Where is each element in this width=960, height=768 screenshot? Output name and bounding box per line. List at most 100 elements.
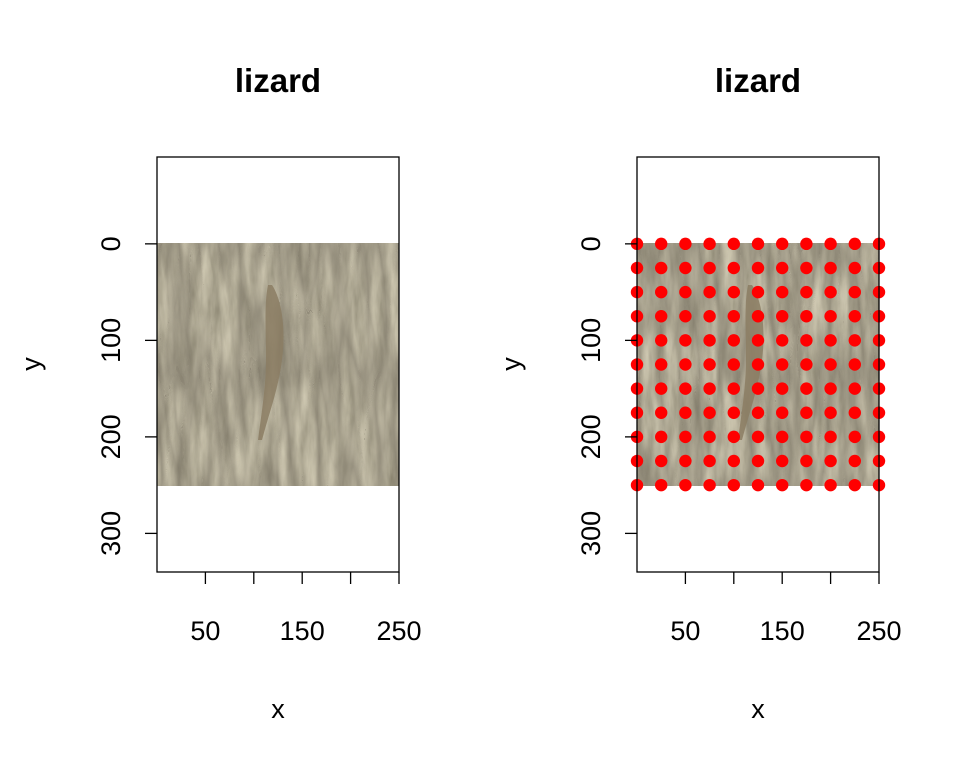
y-axis-label: y [16, 357, 46, 371]
point [655, 261, 668, 275]
x-axis-label: x [271, 694, 285, 724]
point [776, 261, 789, 275]
x-axis-label: x [751, 694, 765, 724]
point [824, 454, 837, 468]
y-tick-label: 200 [96, 414, 126, 459]
point [800, 285, 813, 299]
point [776, 310, 789, 323]
y-tick-label: 300 [576, 511, 606, 556]
point [824, 382, 837, 395]
point [679, 430, 692, 444]
point [776, 237, 789, 251]
point [848, 285, 861, 299]
point [824, 310, 837, 323]
y-axis: 0 100 200 300 [96, 236, 157, 556]
point [776, 382, 789, 395]
point [727, 310, 740, 323]
chart-title: lizard [235, 62, 321, 99]
point [655, 237, 668, 251]
point [727, 430, 740, 444]
point [824, 358, 837, 371]
point [800, 310, 813, 323]
lizard-image [157, 243, 399, 486]
point [800, 430, 813, 444]
point [679, 358, 692, 371]
point [703, 261, 716, 275]
point [727, 382, 740, 395]
point [848, 358, 861, 371]
point [824, 237, 837, 251]
point [824, 285, 837, 299]
point [703, 237, 716, 251]
point [848, 454, 861, 468]
point [776, 430, 789, 444]
point [727, 285, 740, 299]
point [848, 237, 861, 251]
point [703, 285, 716, 299]
point [751, 382, 765, 395]
point [776, 334, 789, 347]
point [848, 478, 861, 492]
point [727, 261, 740, 275]
lizard-shape [738, 285, 764, 440]
point [703, 382, 716, 395]
point [703, 334, 716, 347]
point [751, 478, 765, 492]
point [679, 261, 692, 275]
point [727, 237, 740, 251]
point [679, 285, 692, 299]
point [655, 406, 668, 419]
point [848, 334, 861, 347]
point [776, 285, 789, 299]
point [800, 454, 813, 468]
x-axis: 50 150 250 [670, 572, 902, 646]
point [679, 454, 692, 468]
point [751, 406, 765, 419]
point [679, 382, 692, 395]
point [824, 478, 837, 492]
point [824, 430, 837, 444]
x-tick-label: 150 [760, 616, 805, 646]
chart-panel-right: lizard 50 150 250 0 100 200 300 x y [496, 62, 902, 724]
chart-panel-left: lizard 50 150 250 0 100 200 300 x y [16, 62, 422, 724]
point [824, 261, 837, 275]
point [727, 454, 740, 468]
y-tick-label: 0 [96, 236, 126, 251]
point [824, 406, 837, 419]
point [824, 334, 837, 347]
point [703, 310, 716, 323]
point [776, 358, 789, 371]
point [800, 334, 813, 347]
point [800, 478, 813, 492]
point [751, 334, 765, 347]
chart-title: lizard [715, 62, 801, 99]
point [776, 454, 789, 468]
point [727, 406, 740, 419]
point [703, 406, 716, 419]
point [848, 310, 861, 323]
point [655, 285, 668, 299]
point [800, 358, 813, 371]
point [800, 261, 813, 275]
point [727, 334, 740, 347]
x-tick-label: 150 [280, 616, 325, 646]
point [751, 261, 765, 275]
y-tick-label: 0 [576, 236, 606, 251]
y-tick-label: 200 [576, 414, 606, 459]
point [655, 334, 668, 347]
points-layer [630, 237, 886, 492]
point [655, 454, 668, 468]
point [848, 382, 861, 395]
point [751, 285, 765, 299]
point [655, 478, 668, 492]
x-tick-label: 50 [670, 616, 700, 646]
point [655, 430, 668, 444]
plot-frame [156, 156, 400, 573]
point [679, 478, 692, 492]
point [679, 310, 692, 323]
point [679, 237, 692, 251]
point [751, 358, 765, 371]
point [848, 406, 861, 419]
point [776, 406, 789, 419]
